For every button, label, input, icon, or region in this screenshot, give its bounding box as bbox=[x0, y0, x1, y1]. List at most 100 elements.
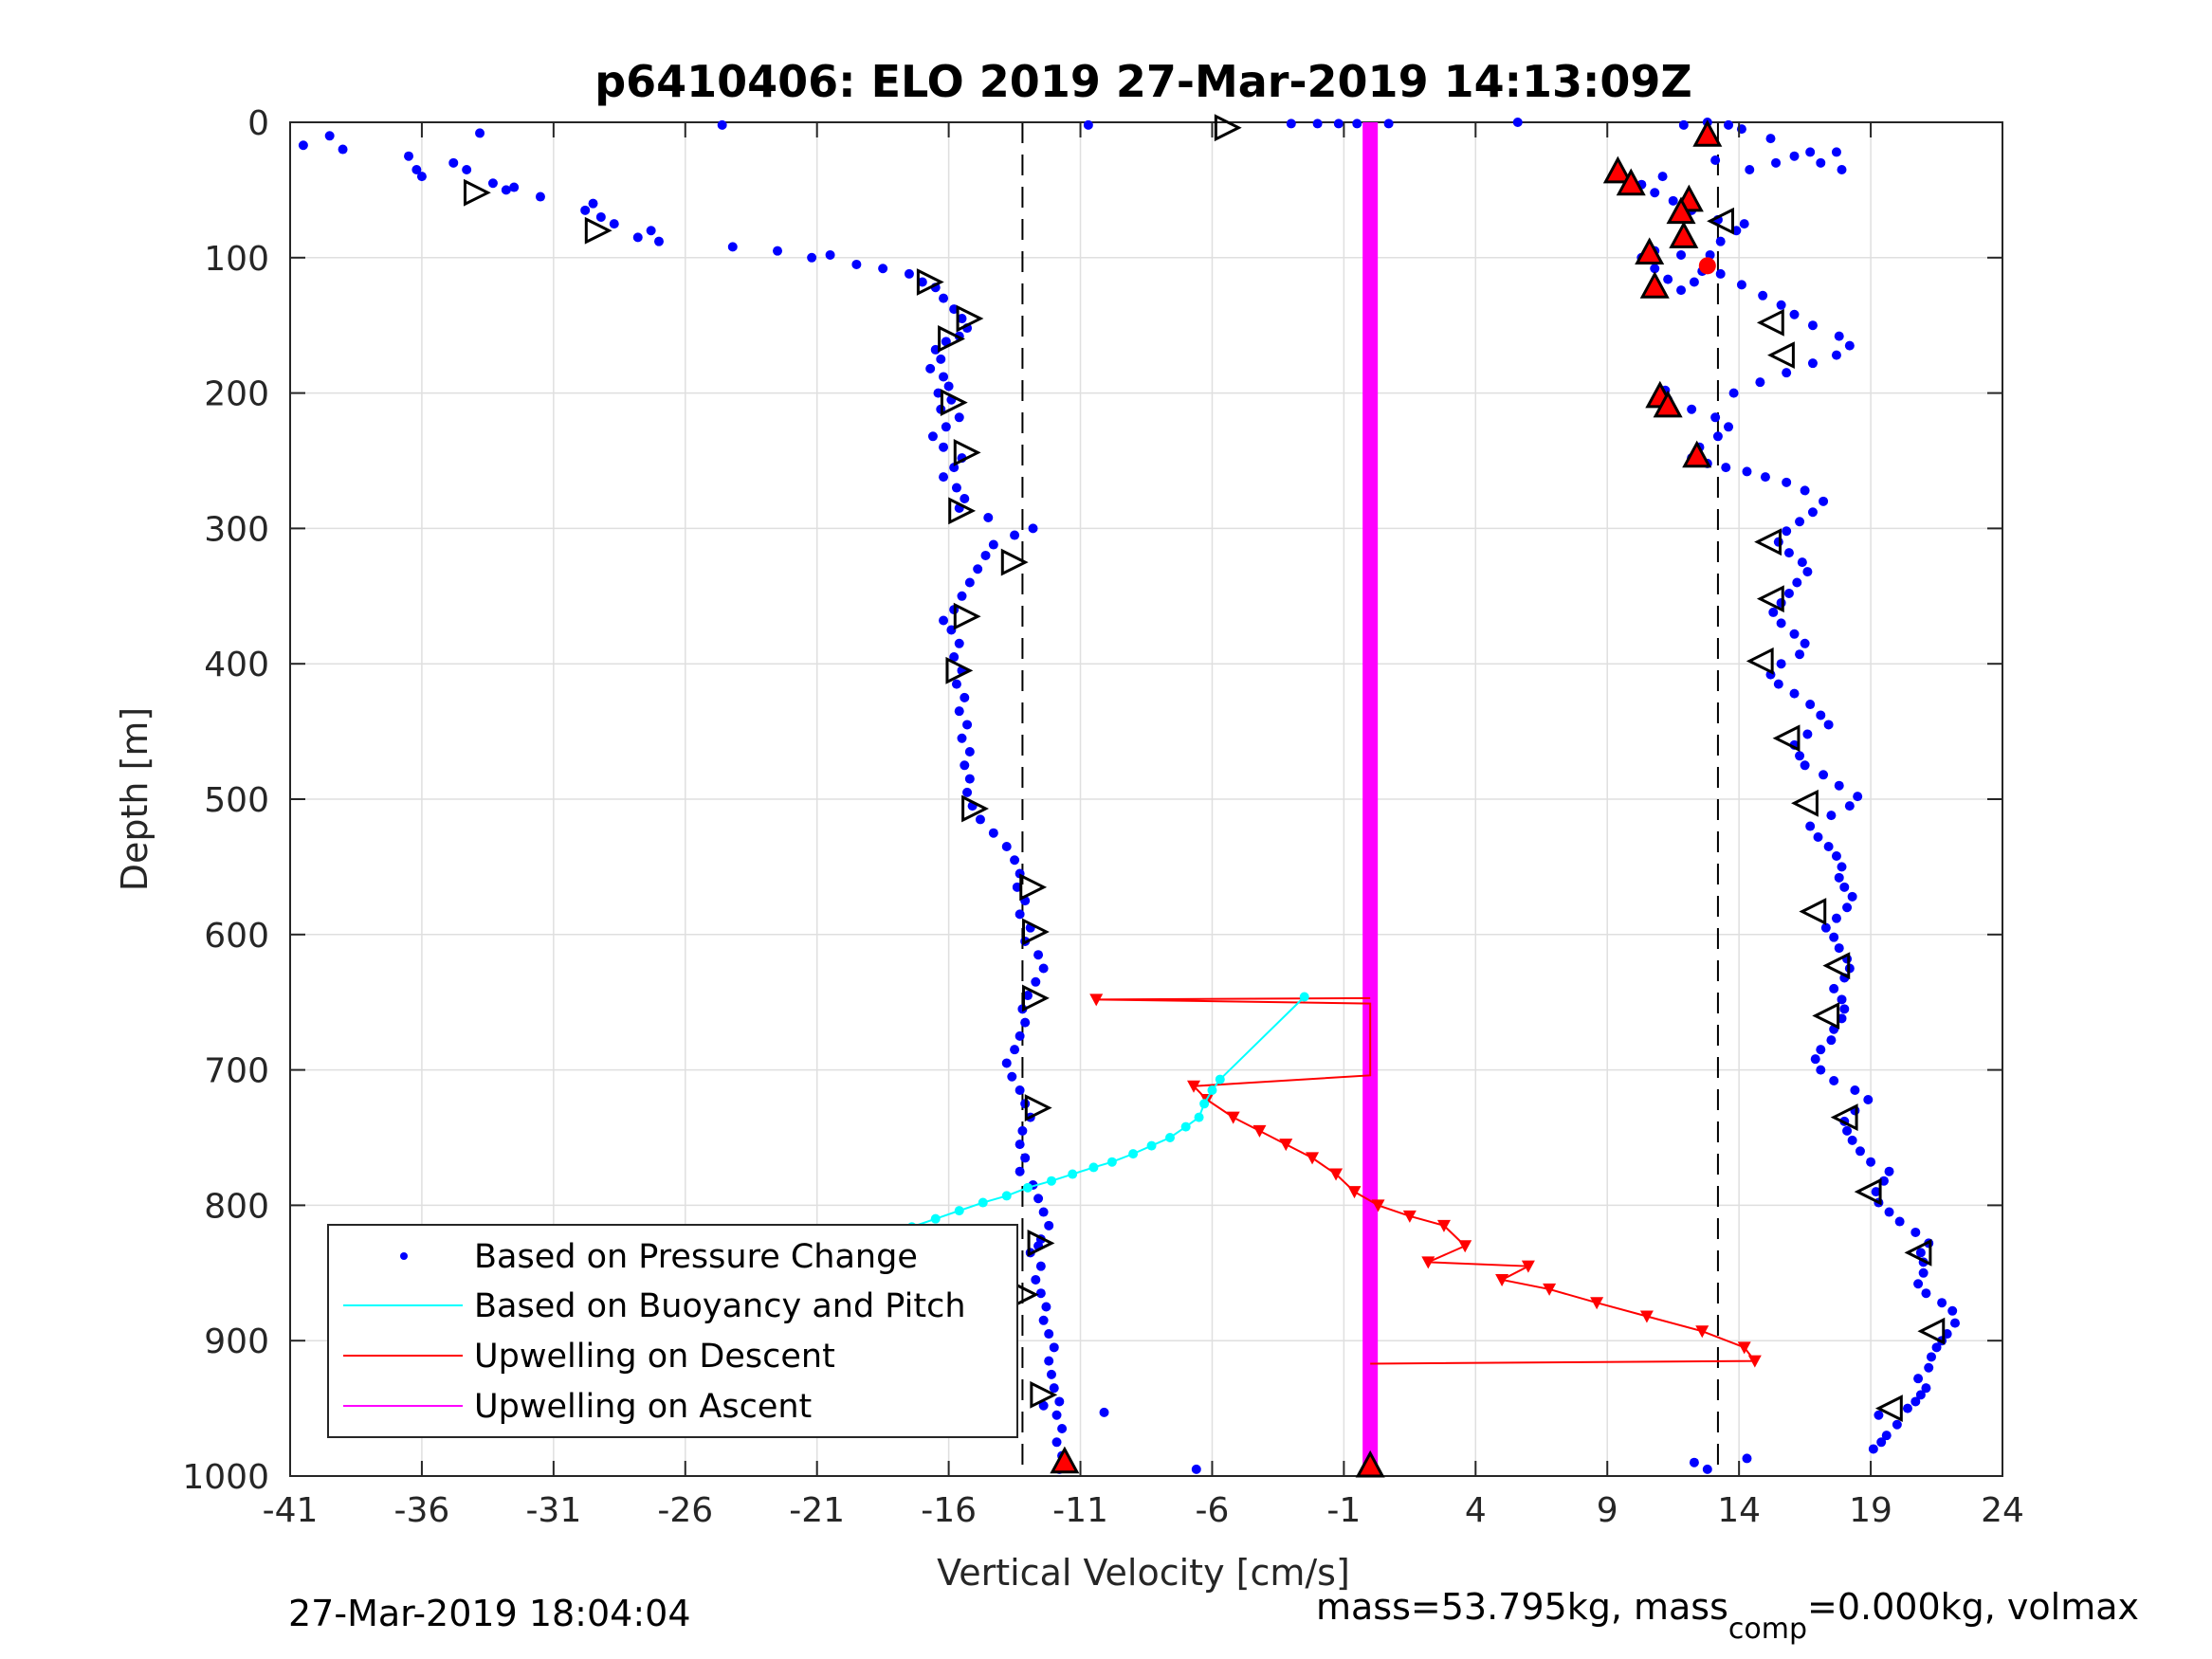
pressure-point bbox=[535, 191, 545, 202]
pressure-point bbox=[1657, 172, 1668, 182]
open-triangle-right bbox=[1027, 1229, 1055, 1257]
open-triangle-left bbox=[1754, 528, 1782, 556]
pressure-point bbox=[1813, 831, 1823, 842]
pressure-point bbox=[1789, 151, 1800, 161]
event-triangle bbox=[1669, 221, 1699, 248]
pressure-point bbox=[878, 264, 888, 274]
event-triangle bbox=[1050, 1446, 1080, 1474]
pressure-point bbox=[917, 277, 927, 287]
descent-point bbox=[1279, 1139, 1293, 1152]
pressure-point bbox=[1884, 1207, 1894, 1217]
pressure-point bbox=[1041, 1302, 1051, 1312]
open-triangle-left bbox=[1767, 341, 1795, 370]
buoyancy-point bbox=[954, 1206, 964, 1216]
pressure-point bbox=[1758, 290, 1768, 301]
open-triangle-left bbox=[1854, 1177, 1882, 1206]
pressure-point bbox=[1831, 850, 1841, 861]
pressure-point bbox=[1687, 404, 1697, 414]
pressure-point bbox=[1847, 1135, 1857, 1145]
y-tick-label: 800 bbox=[204, 1187, 269, 1226]
descent-point bbox=[1458, 1240, 1472, 1253]
pressure-point bbox=[416, 172, 427, 182]
pressure-point bbox=[298, 140, 308, 151]
y-tick-label: 1000 bbox=[182, 1458, 269, 1497]
open-triangle-left bbox=[1707, 207, 1734, 235]
pressure-point bbox=[1829, 932, 1839, 942]
chart-title: p6410406: ELO 2019 27-Mar-2019 14:13:09Z bbox=[594, 56, 1692, 107]
descent-point bbox=[1371, 1199, 1385, 1212]
pressure-point bbox=[1837, 994, 1847, 1005]
pressure-point bbox=[1921, 1288, 1931, 1299]
pressure-point bbox=[1015, 1085, 1025, 1096]
descent-point bbox=[1436, 1219, 1451, 1232]
descent-point bbox=[1347, 1186, 1362, 1199]
descent-point bbox=[1590, 1297, 1604, 1310]
pressure-point bbox=[1046, 1369, 1056, 1379]
descent-point bbox=[1521, 1260, 1535, 1273]
pressure-point bbox=[1742, 466, 1752, 477]
pressure-point bbox=[1913, 1279, 1924, 1289]
reference-lines bbox=[1021, 122, 1719, 1476]
x-tick-label: -6 bbox=[1196, 1491, 1230, 1530]
pressure-point bbox=[1191, 1464, 1201, 1474]
pressure-point bbox=[1676, 249, 1687, 260]
pressure-point bbox=[1949, 1318, 1960, 1328]
pressure-point bbox=[1876, 1437, 1887, 1448]
descent-point bbox=[1737, 1341, 1751, 1355]
pressure-point bbox=[949, 463, 960, 473]
legend-label-descent: Upwelling on Descent bbox=[474, 1338, 835, 1376]
x-tick-label: -36 bbox=[394, 1491, 450, 1530]
pressure-point bbox=[1844, 801, 1855, 811]
pressure-point bbox=[1010, 1045, 1020, 1055]
pressure-point bbox=[1035, 1261, 1046, 1271]
pressure-point bbox=[1035, 1288, 1046, 1299]
pressure-point bbox=[1010, 530, 1020, 540]
x-tick-label: 24 bbox=[1981, 1491, 2024, 1530]
pressure-point bbox=[1020, 1153, 1031, 1163]
pressure-point bbox=[1881, 1431, 1892, 1441]
pressure-point bbox=[1810, 1054, 1820, 1065]
open-triangle-left bbox=[1917, 1317, 1946, 1345]
pressure-point bbox=[1724, 422, 1734, 432]
pressure-point bbox=[927, 431, 938, 442]
pressure-point bbox=[1512, 118, 1523, 127]
pressure-point bbox=[988, 539, 998, 550]
descent-point bbox=[1252, 1124, 1267, 1138]
pressure-point bbox=[1837, 862, 1847, 872]
pressure-point bbox=[1915, 1248, 1926, 1258]
pressure-point bbox=[939, 442, 949, 452]
open-triangle-left bbox=[1746, 647, 1774, 675]
footer-timestamp: 27-Mar-2019 18:04:04 bbox=[288, 1593, 691, 1634]
pressure-point bbox=[936, 354, 946, 364]
event-circle bbox=[1698, 257, 1716, 275]
x-axis-label: Vertical Velocity [cm/s] bbox=[937, 1552, 1350, 1594]
pressure-point bbox=[1020, 1017, 1031, 1028]
pressure-point bbox=[1921, 1383, 1931, 1394]
pressure-point bbox=[964, 774, 975, 784]
pressure-point bbox=[983, 512, 994, 522]
open-triangle-right bbox=[956, 304, 984, 333]
pressure-point bbox=[954, 638, 964, 648]
pressure-point bbox=[1868, 1444, 1878, 1454]
pressure-point bbox=[1831, 350, 1841, 360]
buoyancy-point bbox=[1046, 1176, 1056, 1186]
pressure-point bbox=[1028, 523, 1038, 534]
buoyancy-point bbox=[1068, 1169, 1078, 1179]
pressure-point bbox=[632, 232, 643, 243]
pressure-point bbox=[1839, 1004, 1850, 1014]
open-triangle-right bbox=[1019, 873, 1048, 902]
descent-point bbox=[1089, 994, 1104, 1007]
pressure-point bbox=[1823, 841, 1834, 851]
series-upwelling-descent bbox=[1089, 994, 1762, 1368]
y-tick-label: 300 bbox=[204, 510, 269, 549]
x-tick-label: -26 bbox=[657, 1491, 713, 1530]
pressure-point bbox=[509, 182, 520, 192]
event-triangle bbox=[1616, 168, 1646, 196]
event-markers bbox=[463, 114, 1946, 1478]
open-triangle-left bbox=[1812, 1002, 1840, 1030]
pressure-point bbox=[1918, 1267, 1929, 1278]
pressure-point bbox=[939, 372, 949, 382]
pressure-point bbox=[1663, 274, 1673, 284]
pressure-point bbox=[1724, 119, 1734, 130]
open-triangle-right bbox=[463, 178, 491, 207]
